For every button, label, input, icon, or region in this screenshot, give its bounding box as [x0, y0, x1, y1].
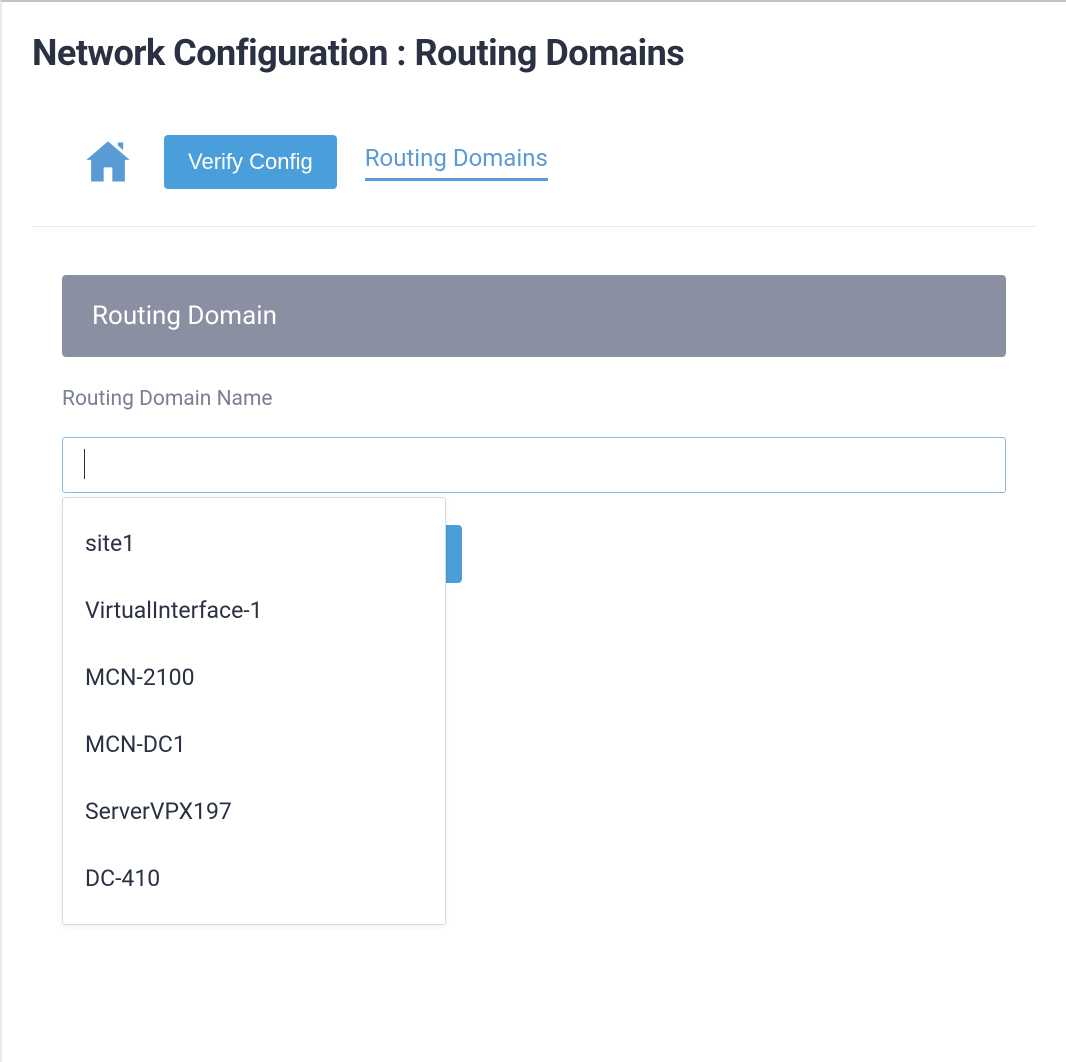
dropdown-item[interactable]: ServerVPX197	[63, 778, 445, 845]
dropdown-item[interactable]: MCN-2100	[63, 644, 445, 711]
verify-config-button[interactable]: Verify Config	[164, 135, 337, 189]
breadcrumb-current[interactable]: Routing Domains	[365, 144, 548, 181]
section-container: Routing Domain Routing Domain Name site1…	[32, 275, 1036, 493]
breadcrumb: Verify Config Routing Domains	[32, 134, 1036, 227]
dropdown-item[interactable]: site1	[63, 510, 445, 577]
section-header: Routing Domain	[62, 275, 1006, 357]
routing-domain-name-input[interactable]	[62, 437, 1006, 493]
page-title: Network Configuration : Routing Domains	[32, 32, 1036, 74]
dropdown-item[interactable]: MCN-DC1	[63, 711, 445, 778]
page-container: Network Configuration : Routing Domains …	[2, 2, 1066, 493]
dropdown-item[interactable]: VirtualInterface-1	[63, 577, 445, 644]
dropdown-list: site1 VirtualInterface-1 MCN-2100 MCN-DC…	[62, 497, 446, 925]
field-label: Routing Domain Name	[62, 387, 1006, 411]
input-wrap	[62, 437, 1006, 493]
dropdown-item[interactable]: DC-410	[63, 845, 445, 912]
text-cursor	[84, 449, 85, 479]
home-icon-svg	[82, 136, 134, 188]
home-icon[interactable]	[80, 134, 136, 190]
